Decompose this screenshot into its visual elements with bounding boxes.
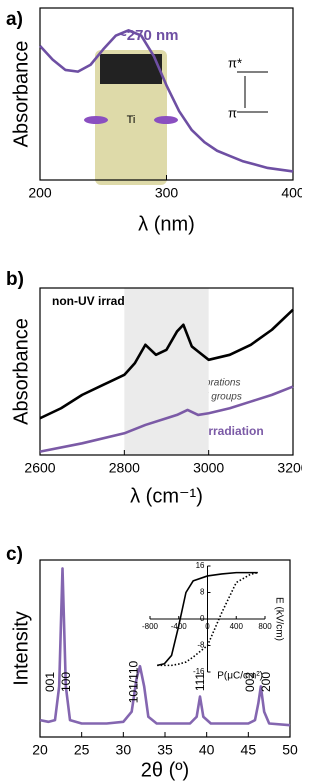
vial-cap — [100, 54, 162, 84]
y-tick-label: 16 — [196, 561, 205, 570]
peak-label: 001 — [43, 672, 57, 692]
x-tick-label: 3200 — [277, 460, 302, 476]
x-tick-label: 3000 — [193, 460, 224, 476]
series-line — [40, 568, 290, 725]
y-tick-label: -8 — [197, 641, 205, 650]
x-tick-label: 20 — [32, 742, 48, 758]
x-tick-label: -800 — [142, 622, 159, 631]
x-tick-label: 40 — [199, 742, 215, 758]
x-tick-label: 2600 — [24, 460, 55, 476]
x-axis-label: 2θ (º) — [141, 759, 189, 781]
highlight-band — [124, 288, 208, 455]
metal-label: Ti — [127, 114, 136, 126]
x-tick-label: 300 — [155, 185, 179, 201]
x-tick-label: 800 — [258, 622, 272, 631]
x-axis-label: λ (cm⁻¹) — [130, 485, 203, 507]
y-axis-label: Intensity — [10, 611, 32, 685]
x-tick-label: 0 — [205, 622, 210, 631]
plot-frame — [40, 560, 290, 737]
y-tick-label: 8 — [200, 588, 205, 597]
x-tick-label: 45 — [241, 742, 257, 758]
y-tick-label: 0 — [200, 614, 205, 623]
x-tick-label: 25 — [74, 742, 90, 758]
orbital — [154, 116, 178, 124]
x-tick-label: 2800 — [109, 460, 140, 476]
panel-label: a) — [6, 9, 23, 30]
level-label: π — [228, 105, 237, 120]
y-axis-label: Absorbance — [10, 41, 32, 148]
peak-label: 100 — [59, 672, 73, 692]
x-tick-label: 400 — [281, 185, 302, 201]
figure: Ti π* π ~270 nm a) b) non-UV irradiation… — [0, 0, 302, 783]
orbital — [84, 116, 108, 124]
peak-label: ~270 nm — [118, 27, 178, 44]
level-label: π* — [228, 55, 242, 70]
panel-label: b) — [6, 269, 24, 290]
peak-label: 101/110 — [126, 660, 140, 703]
x-tick-label: 50 — [282, 742, 298, 758]
y-tick-label: -16 — [193, 667, 205, 676]
y-axis-label: Absorbance — [10, 318, 32, 425]
x-axis-label: P(μC/cm²) — [217, 671, 263, 682]
panel-label: c) — [6, 544, 23, 565]
x-axis-label: λ (nm) — [138, 213, 195, 235]
x-tick-label: 200 — [28, 185, 52, 201]
x-tick-label: 400 — [230, 622, 244, 631]
x-tick-label: 30 — [116, 742, 132, 758]
x-tick-label: 35 — [157, 742, 173, 758]
y-axis-label: E (kV/cm) — [273, 597, 284, 641]
